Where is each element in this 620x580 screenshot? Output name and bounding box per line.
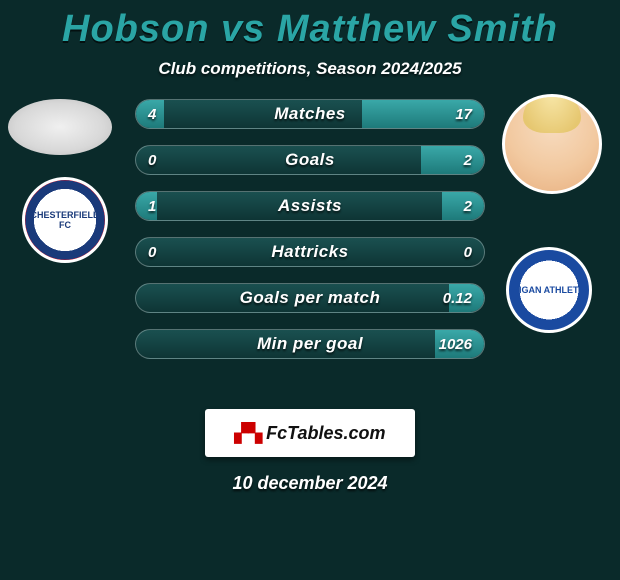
stat-label: Goals <box>136 146 484 174</box>
stat-row: 417Matches <box>135 99 485 129</box>
page-subtitle: Club competitions, Season 2024/2025 <box>0 59 620 79</box>
stat-label: Matches <box>136 100 484 128</box>
stats-bars: 417Matches 02Goals 12Assists 00Hattricks 0.1… <box>135 99 485 375</box>
stat-row: 00Hattricks <box>135 237 485 267</box>
stat-label: Hattricks <box>136 238 484 266</box>
stat-row: 1026Min per goal <box>135 329 485 359</box>
player-left-club-badge: CHESTERFIELD FC <box>22 177 108 263</box>
stat-label: Min per goal <box>136 330 484 358</box>
player-right-club-badge: WIGAN ATHLETIC <box>506 247 592 333</box>
stat-row: 02Goals <box>135 145 485 175</box>
brand-logo-icon: ▞▚ <box>234 423 262 444</box>
stat-row: 12Assists <box>135 191 485 221</box>
brand-badge: ▞▚ FcTables.com <box>205 409 415 457</box>
stat-row: 0.12Goals per match <box>135 283 485 313</box>
player-left-avatar <box>8 99 112 155</box>
comparison-stage: CHESTERFIELD FC WIGAN ATHLETIC 417Matche… <box>0 99 620 399</box>
footer-date: 10 december 2024 <box>0 473 620 494</box>
page-title: Hobson vs Matthew Smith <box>0 0 620 51</box>
brand-text: FcTables.com <box>266 423 385 444</box>
stat-label: Assists <box>136 192 484 220</box>
player-right-avatar <box>502 94 602 194</box>
stat-label: Goals per match <box>136 284 484 312</box>
